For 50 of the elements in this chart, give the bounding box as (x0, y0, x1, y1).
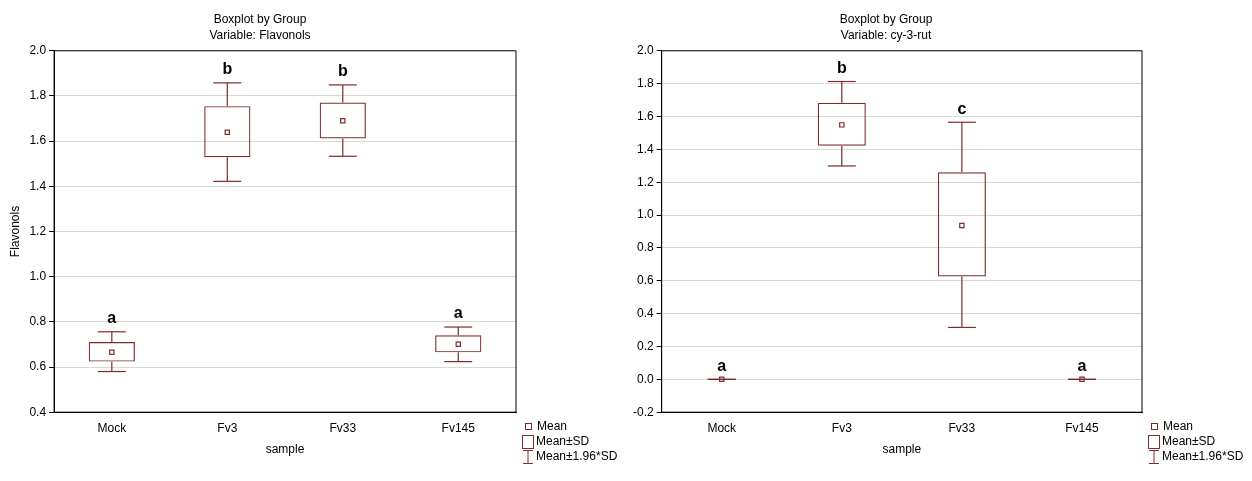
y-tick-label: 0.6 (636, 273, 654, 288)
x-axis-title: sample (265, 442, 305, 457)
chart-subtitle: Variable: Flavonols (209, 27, 311, 42)
annotation: b (836, 58, 847, 76)
x-tick-label: Fv3 (217, 420, 238, 435)
y-tick-label: 0.4 (29, 404, 47, 419)
y-tick-label: 0.4 (636, 305, 654, 320)
chart-subtitle: Variable: cy-3-rut (840, 27, 932, 42)
annotation: a (1077, 356, 1087, 374)
x-tick-label: Fv3 (831, 420, 853, 435)
y-tick-label: 2.0 (636, 43, 654, 58)
x-tick-label: Fv33 (329, 420, 357, 435)
text: Mean±SD (536, 434, 590, 449)
y-tick-label: 1.6 (636, 108, 654, 123)
y-tick-label: 1.0 (29, 268, 47, 283)
x-tick-label: Mock (97, 420, 128, 435)
chart-title: Boxplot by Group (213, 11, 307, 26)
y-tick-label: 0.2 (636, 338, 654, 353)
x-tick-label: Mock (707, 420, 738, 435)
y-tick-label: 1.4 (636, 141, 654, 156)
x-tick-label: Fv33 (948, 420, 976, 435)
text: Mean±1.96*SD (536, 449, 618, 464)
y-tick-label: 1.8 (636, 75, 654, 90)
y-tick-label: -0.2 (632, 404, 654, 419)
x-axis-title: sample (882, 442, 922, 457)
y-axis-title: Flavonols (7, 205, 22, 258)
chart-title: Boxplot by Group (839, 11, 933, 26)
y-tick-label: 1.8 (29, 88, 47, 103)
annotation: a (107, 309, 117, 327)
y-tick-label: 0.6 (29, 359, 47, 374)
y-tick-label: 0.0 (636, 371, 654, 386)
y-tick-label: 0.8 (636, 240, 654, 255)
y-tick-label: 1.4 (29, 178, 47, 193)
text: Mean±SD (1162, 434, 1216, 449)
text: Mean (537, 419, 568, 434)
x-tick-label: Fv145 (441, 420, 476, 435)
annotation: c (957, 99, 967, 117)
annotation: b (222, 60, 233, 78)
y-tick-label: 1.0 (636, 207, 654, 222)
y-tick-label: 1.6 (29, 133, 47, 148)
x-tick-label: Fv145 (1065, 420, 1099, 435)
annotation: b (337, 62, 348, 80)
annotation: a (453, 304, 463, 322)
text: Mean±1.96*SD (1162, 449, 1244, 464)
y-tick-label: 2.0 (29, 43, 47, 58)
y-tick-label: 0.8 (29, 314, 47, 329)
y-tick-label: 1.2 (29, 223, 47, 238)
annotation: a (717, 356, 727, 374)
text: Mean (1163, 419, 1194, 434)
y-tick-label: 1.2 (636, 174, 654, 189)
